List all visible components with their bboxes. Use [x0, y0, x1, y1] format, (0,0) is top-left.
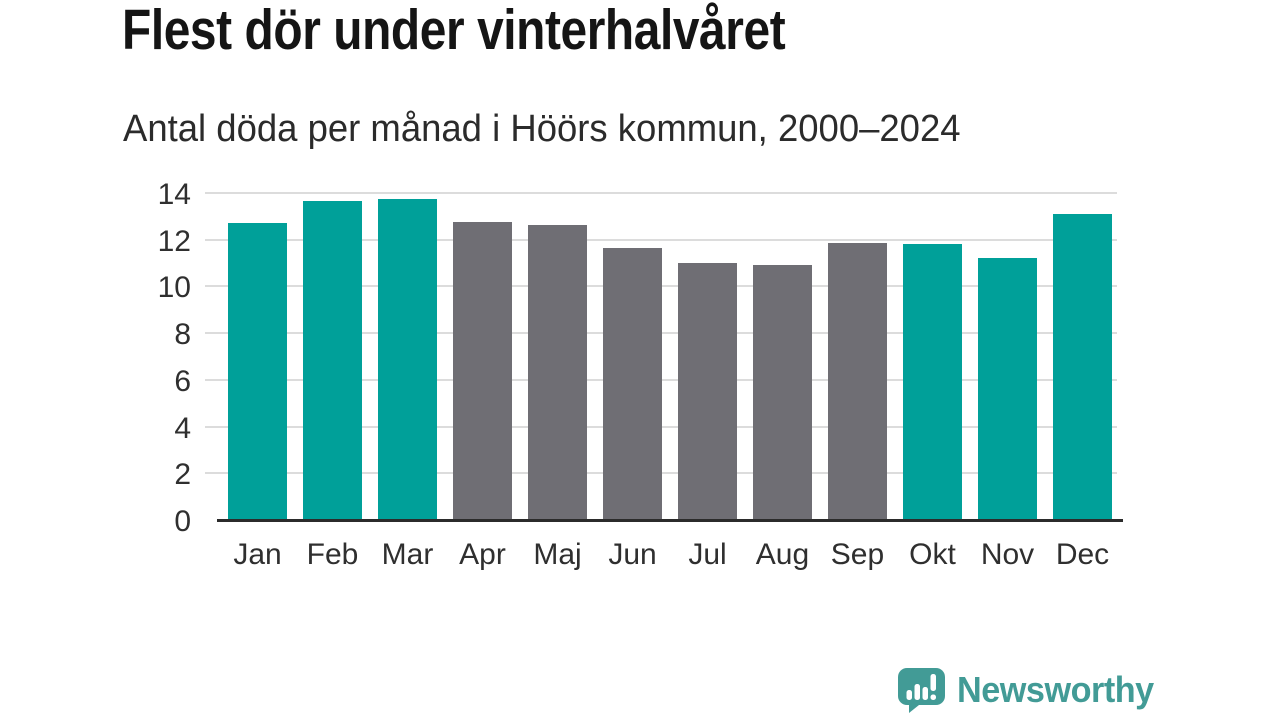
bar-mar — [378, 198, 437, 520]
bar-sep — [828, 243, 887, 520]
x-tick-label-okt: Okt — [909, 538, 956, 571]
x-tick-label-nov: Nov — [980, 538, 1035, 571]
y-tick-label-12: 12 — [157, 224, 191, 258]
x-tick-label-jan: Jan — [233, 538, 282, 571]
bar-nov — [978, 258, 1037, 520]
y-tick-label-14: 14 — [157, 178, 191, 211]
bar-jul — [678, 263, 737, 520]
x-tick-label-dec: Dec — [1055, 538, 1110, 571]
chart-title: Flest dör under vinterhalvåret — [122, 0, 786, 62]
x-axis-labels: Jan Feb Mar Apr Maj Jun Jul Aug Sep Okt Nov Dec — [205, 538, 1117, 572]
y-tick-label-8: 8 — [174, 318, 191, 352]
y-tick-label-6: 6 — [174, 364, 191, 398]
bar-jun — [603, 247, 662, 520]
y-tick-label-2: 2 — [174, 458, 191, 492]
chart-subtitle: Antal döda per månad i Höörs kommun, 200… — [123, 108, 961, 150]
x-tick-label-feb: Feb — [306, 538, 359, 571]
x-tick-label-maj: Maj — [533, 538, 582, 571]
gridline-12 — [205, 238, 1117, 241]
y-tick-label-4: 4 — [174, 411, 191, 445]
x-tick-label-sep: Sep — [830, 538, 885, 571]
y-tick-label-0: 0 — [174, 505, 191, 538]
bar-jan — [228, 223, 287, 520]
bar-okt — [903, 244, 962, 520]
x-tick-label-mar: Mar — [381, 538, 434, 571]
bar-apr — [453, 222, 512, 520]
bar-maj — [528, 224, 587, 520]
x-tick-label-jul: Jul — [688, 538, 727, 571]
bar-dec — [1053, 214, 1112, 520]
newsworthy-logo-text: Newsworthy — [957, 669, 1154, 710]
bar-feb — [303, 201, 362, 520]
gridline-14 — [205, 192, 1117, 194]
x-tick-label-aug: Aug — [755, 538, 810, 571]
bar-aug — [753, 265, 812, 520]
y-axis-labels: 0 2 4 6 8 10 12 14 — [125, 180, 198, 537]
plot-area — [205, 192, 1123, 522]
newsworthy-logo: Newsworthy — [897, 667, 1164, 713]
x-tick-label-apr: Apr — [459, 538, 506, 571]
y-tick-label-10: 10 — [157, 271, 191, 305]
x-tick-label-jun: Jun — [608, 538, 657, 571]
x-axis-line — [217, 519, 1123, 522]
bar-series — [205, 193, 1117, 520]
newsworthy-bar-chart-bubble-icon — [898, 668, 945, 713]
